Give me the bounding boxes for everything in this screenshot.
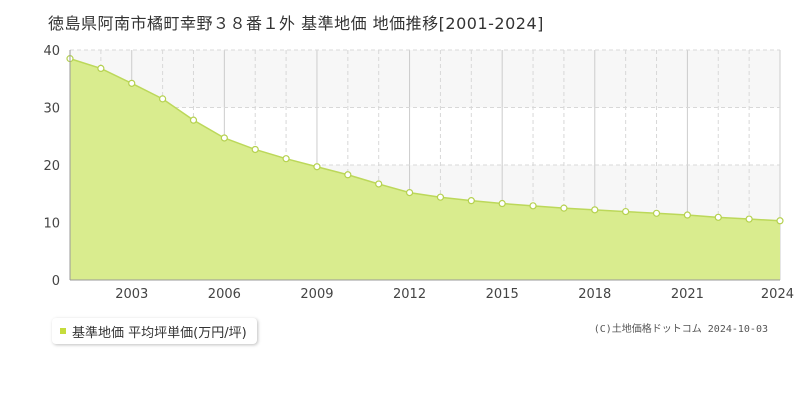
data-point: [313, 163, 321, 171]
series-line: [69, 57, 781, 222]
data-point: [375, 180, 383, 188]
data-point: [652, 209, 661, 217]
data-point: [745, 215, 753, 223]
y-tick-label: 10: [43, 217, 60, 232]
x-axis-tick-labels: 2003 2006 2009 2012 2015 2018 2021 2024: [115, 287, 794, 302]
y-tick-label: 40: [43, 44, 60, 59]
y-axis-tick-labels: 0 10 20 30 40: [43, 44, 60, 289]
series-markers: [66, 55, 784, 225]
x-tick-label: 2024: [761, 287, 794, 302]
legend-swatch: [60, 328, 66, 334]
copyright-credit: (C)土地価格ドットコム 2024-10-03: [593, 324, 768, 335]
data-point: [405, 189, 414, 197]
data-point: [529, 202, 537, 210]
data-point: [97, 64, 105, 73]
x-tick-label: 2018: [578, 287, 611, 302]
grid-band: [70, 50, 780, 108]
chart-title: 徳島県阿南市橘町幸野３８番１外 基準地価 地価推移[2001-2024]: [48, 14, 544, 33]
data-point: [159, 95, 167, 103]
y-tick-label: 20: [43, 159, 60, 174]
y-tick-label: 0: [52, 274, 60, 289]
data-point: [467, 197, 475, 205]
legend-label: 基準地価 平均坪単価(万円/坪): [72, 325, 247, 341]
x-tick-label: 2006: [208, 287, 241, 302]
series-area-fill: [70, 58, 780, 280]
data-point: [498, 199, 506, 208]
data-point: [591, 206, 599, 214]
data-point: [189, 116, 198, 124]
x-tick-label: 2015: [486, 287, 519, 302]
data-point: [282, 155, 290, 163]
x-tick-label: 2009: [300, 287, 333, 302]
data-point: [714, 213, 722, 221]
x-tick-label: 2021: [671, 287, 704, 302]
data-point: [251, 145, 259, 154]
x-tick-label: 2012: [393, 287, 426, 302]
data-point: [683, 211, 691, 219]
x-tick-label: 2003: [115, 287, 148, 302]
data-point: [560, 204, 568, 212]
data-point: [220, 134, 228, 142]
data-point: [436, 193, 445, 201]
data-point: [344, 171, 352, 179]
data-point: [776, 217, 784, 225]
data-point: [128, 79, 136, 87]
y-tick-label: 30: [43, 102, 60, 117]
legend: 基準地価 平均坪単価(万円/坪): [52, 318, 257, 344]
data-point: [622, 207, 630, 216]
